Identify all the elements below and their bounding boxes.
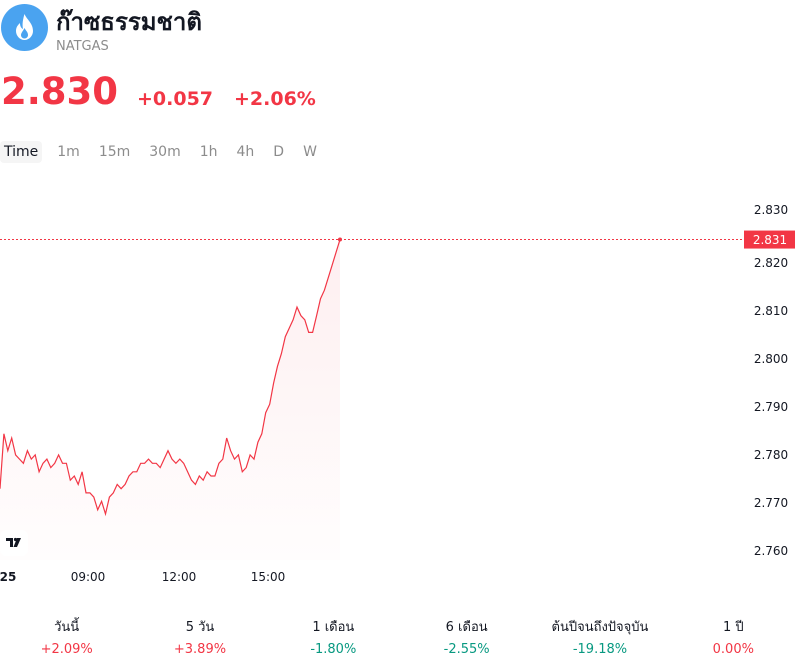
timeframe-tab-w[interactable]: W bbox=[303, 144, 317, 160]
last-price: 2.830 bbox=[1, 70, 119, 113]
performance-period-value: +3.89% bbox=[173, 642, 227, 657]
price-change: +0.057 bbox=[137, 88, 214, 110]
symbol-title: ก๊าซธรรมชาติ bbox=[56, 8, 202, 36]
x-axis-tick-label: 25 bbox=[0, 570, 16, 584]
timeframe-tabs: Time 1m 15m 30m 1h 4h D W bbox=[0, 139, 332, 165]
performance-item[interactable]: 1 เดือน -1.80% bbox=[267, 617, 400, 667]
ticker-symbol: NATGAS bbox=[56, 39, 109, 54]
flame-logo-icon bbox=[1, 4, 48, 51]
performance-item[interactable]: 5 วัน +3.89% bbox=[133, 617, 266, 667]
x-axis-tick-label: 12:00 bbox=[162, 570, 197, 584]
price-series-line bbox=[0, 239, 341, 517]
tradingview-logo-icon bbox=[0, 530, 28, 556]
performance-item[interactable]: วันนี้ +2.09% bbox=[0, 617, 133, 667]
performance-period-value: -19.18% bbox=[572, 642, 628, 657]
price-chart-svg[interactable]: 2.830 2.820 2.810 2.800 2.790 2.780 2.770 2.760… bbox=[0, 180, 800, 590]
timeframe-tab-time[interactable]: Time bbox=[0, 141, 43, 163]
timeframe-tab-15m[interactable]: 15m bbox=[98, 144, 131, 160]
x-axis-tick-label: 09:00 bbox=[71, 570, 106, 584]
current-price-tag-label: 2.831 bbox=[753, 233, 787, 247]
y-axis-tick-label: 2.810 bbox=[754, 304, 788, 318]
performance-period-value: -1.80% bbox=[310, 642, 357, 657]
timeframe-tab-30m[interactable]: 30m bbox=[149, 144, 181, 160]
performance-period-label: 5 วัน bbox=[185, 620, 215, 635]
price-area-fill bbox=[0, 239, 340, 560]
performance-item[interactable]: 6 เดือน -2.55% bbox=[400, 617, 533, 667]
timeframe-tab-4h[interactable]: 4h bbox=[236, 144, 255, 160]
timeframe-tab-1m[interactable]: 1m bbox=[57, 144, 80, 160]
performance-period-value: +2.09% bbox=[40, 642, 93, 657]
performance-period-label: 6 เดือน bbox=[445, 620, 488, 635]
x-axis-tick-label: 15:00 bbox=[251, 570, 286, 584]
price-change-percent: +2.06% bbox=[234, 88, 316, 110]
y-axis-tick-label: 2.770 bbox=[754, 496, 788, 510]
performance-period-value: 0.00% bbox=[712, 642, 754, 657]
performance-item[interactable]: 1 ปี 0.00% bbox=[667, 617, 800, 667]
performance-period-label: 1 เดือน bbox=[312, 620, 355, 635]
y-axis-tick-label: 2.780 bbox=[754, 448, 788, 462]
quote-block: 2.830 +0.057 +2.06% bbox=[0, 70, 800, 120]
y-axis-tick-label: 2.800 bbox=[754, 352, 788, 366]
performance-item[interactable]: ต้นปีจนถึงปัจจุบัน -19.18% bbox=[533, 617, 666, 667]
timeframe-tab-d[interactable]: D bbox=[273, 144, 285, 160]
performance-period-label: 1 ปี bbox=[722, 620, 744, 635]
symbol-header: ก๊าซธรรมชาติ NATGAS bbox=[0, 0, 800, 60]
y-axis-tick-label: 2.820 bbox=[754, 256, 788, 270]
current-price-tag bbox=[744, 230, 795, 249]
performance-strip: วันนี้ +2.09% 5 วัน +3.89% 1 เดือน -1.80% 6 เด… bbox=[0, 617, 800, 667]
y-axis-tick-label: 2.790 bbox=[754, 400, 788, 414]
timeframe-tab-1h[interactable]: 1h bbox=[199, 144, 218, 160]
performance-period-label: วันนี้ bbox=[54, 620, 80, 635]
y-axis-tick-label: 2.760 bbox=[754, 544, 788, 558]
y-axis-tick-label: 2.830 bbox=[754, 203, 788, 217]
performance-period-label: ต้นปีจนถึงปัจจุบัน bbox=[551, 620, 649, 635]
performance-period-value: -2.55% bbox=[443, 642, 490, 657]
price-chart[interactable]: 2.830 2.820 2.810 2.800 2.790 2.780 2.770 2.760… bbox=[0, 180, 800, 590]
